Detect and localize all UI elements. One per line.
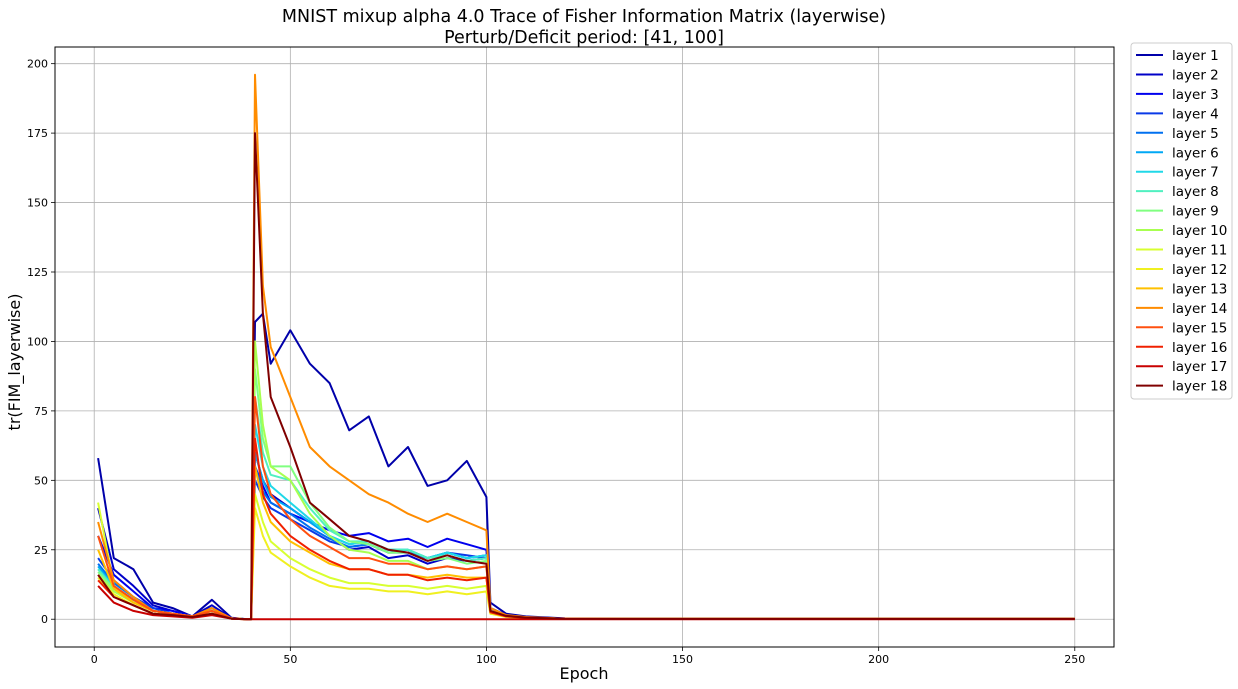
y-tick-label: 175	[27, 127, 48, 140]
legend-label-13: layer 13	[1172, 281, 1227, 297]
series-line-17	[97, 585, 1075, 621]
x-tick-label: 0	[91, 653, 98, 666]
legend-label-12: layer 12	[1172, 262, 1227, 278]
series-lines	[97, 73, 1075, 621]
legend-label-3: layer 3	[1172, 87, 1219, 103]
y-tick-label: 75	[34, 405, 48, 418]
legend-label-1: layer 1	[1172, 48, 1219, 64]
legend-label-14: layer 14	[1172, 301, 1227, 317]
series-line-9	[97, 368, 1075, 621]
legend-label-7: layer 7	[1172, 165, 1219, 181]
legend: layer 1 layer 2 layer 3 layer 4 layer 5 layer…	[1130, 42, 1233, 400]
chart-title: MNIST mixup alpha 4.0 Trace of Fisher In…	[282, 7, 886, 27]
plot-frame	[54, 46, 1115, 648]
chart-subtitle: Perturb/Deficit period: [41, 100]	[444, 28, 724, 48]
x-tick-label: 100	[476, 653, 497, 666]
legend-label-9: layer 9	[1172, 204, 1219, 220]
legend-label-10: layer 10	[1172, 223, 1227, 239]
series-line-2	[97, 451, 1075, 621]
legend-label-8: layer 8	[1172, 184, 1219, 200]
series-line-3	[97, 465, 1075, 621]
legend-label-16: layer 16	[1172, 340, 1227, 356]
legend-label-2: layer 2	[1172, 67, 1219, 83]
y-tick-label: 200	[27, 58, 48, 71]
y-tick-label: 100	[27, 335, 48, 348]
x-axis-label: Epoch	[560, 664, 609, 683]
series-line-18	[97, 132, 1075, 621]
legend-label-11: layer 11	[1172, 243, 1227, 259]
legend-label-6: layer 6	[1172, 145, 1219, 161]
legend-label-5: layer 5	[1172, 126, 1219, 142]
x-tick-label: 50	[283, 653, 297, 666]
series-line-7	[97, 423, 1075, 621]
y-tick-label: 0	[41, 613, 48, 626]
legend-label-17: layer 17	[1172, 359, 1227, 375]
series-line-5	[97, 465, 1075, 621]
y-tick-label: 150	[27, 197, 48, 210]
x-tick-label: 150	[672, 653, 693, 666]
series-line-14	[97, 73, 1075, 621]
y-tick-label: 25	[34, 544, 48, 557]
series-line-8	[97, 396, 1075, 621]
series-line-6	[97, 451, 1075, 621]
y-tick-label: 125	[27, 266, 48, 279]
series-line-16	[97, 437, 1075, 621]
series-line-1	[97, 312, 1075, 621]
series-line-13	[97, 465, 1075, 621]
x-tick-label: 250	[1064, 653, 1085, 666]
legend-label-15: layer 15	[1172, 320, 1227, 336]
y-tick-label: 50	[34, 474, 48, 487]
series-line-12	[97, 507, 1075, 621]
series-line-11	[97, 493, 1075, 621]
y-axis-label: tr(FIM_layerwise)	[5, 294, 25, 431]
x-tick-label: 200	[868, 653, 889, 666]
grid	[55, 47, 1114, 647]
legend-label-18: layer 18	[1172, 379, 1227, 395]
legend-label-4: layer 4	[1172, 106, 1219, 122]
series-line-15	[97, 396, 1075, 621]
ticks: 0 50 100 150 200 250 0 25 50 75 100 125 150 175 200	[27, 58, 1085, 666]
